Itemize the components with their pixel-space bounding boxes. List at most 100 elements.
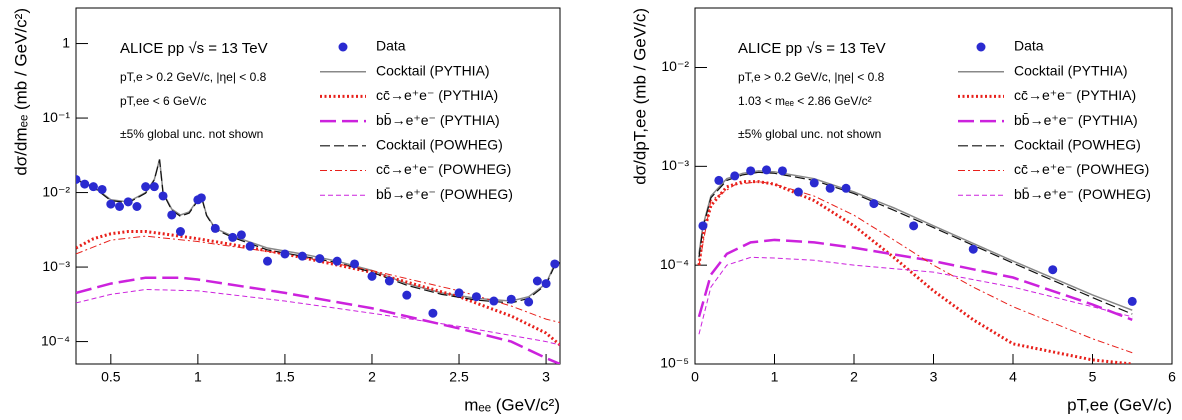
y-tick-label: 10⁻⁴ (660, 256, 689, 272)
legend-label: Cocktail (POWHEG) (376, 137, 503, 153)
data-point (297, 251, 307, 261)
annotation: pT,ee < 6 GeV/c (120, 94, 206, 108)
data-point (506, 294, 516, 304)
x-tick-label: 4 (1009, 369, 1017, 385)
x-tick-label: 3 (542, 369, 550, 385)
plot-area (76, 159, 560, 364)
curve (76, 159, 560, 302)
annotation: ±5% global unc. not shown (738, 127, 881, 141)
x-tick-label: 1 (194, 369, 202, 385)
y-tick-label: 10⁻³ (42, 258, 70, 274)
x-tick-label: 2 (850, 369, 858, 385)
legend-label: bb̄→e⁺e⁻ (PYTHIA) (376, 112, 500, 128)
x-tick-label: 3 (930, 369, 938, 385)
annotation: pT,e > 0.2 GeV/c, |ηe| < 0.8 (738, 70, 885, 84)
annotation: 1.03 < mₑₑ < 2.86 GeV/c² (738, 94, 872, 108)
curve (697, 180, 1133, 364)
data-point (236, 230, 246, 240)
curve (697, 238, 1133, 321)
data-point (1048, 265, 1058, 275)
data-point (524, 297, 534, 307)
data-point (746, 166, 756, 176)
legend-label: bb̄→e⁺e⁻ (POWHEG) (376, 186, 513, 202)
y-tick-label: 10⁻¹ (42, 109, 70, 125)
data-point (1127, 296, 1137, 306)
curve (76, 159, 560, 304)
data-point (909, 221, 919, 231)
data-point (97, 184, 107, 194)
curve (698, 171, 1133, 315)
data-point (762, 165, 772, 175)
data-point (489, 296, 499, 306)
data-point (332, 256, 342, 266)
data-point (315, 254, 325, 264)
legend-label: Cocktail (PYTHIA) (1014, 62, 1128, 78)
data-point (245, 241, 255, 251)
x-axis-title: mₑₑ (GeV/c²) (464, 395, 560, 414)
data-point (158, 191, 168, 201)
data-point (115, 201, 125, 211)
x-tick-label: 5 (1089, 369, 1097, 385)
y-tick-label: 10⁻⁵ (660, 355, 689, 371)
plot-area (697, 165, 1137, 364)
data-point (88, 182, 98, 192)
y-tick-label: 10⁻² (661, 58, 689, 74)
y-tick-label: 10⁻² (42, 183, 70, 199)
data-point (550, 259, 560, 269)
data-point (869, 199, 879, 209)
data-point (210, 223, 220, 233)
data-point (141, 182, 151, 192)
data-point (367, 271, 377, 281)
data-point (968, 244, 978, 254)
data-point (402, 290, 412, 300)
annotation: pT,e > 0.2 GeV/c, |ηe| < 0.8 (120, 70, 267, 84)
data-point (149, 182, 159, 192)
data-point (532, 276, 542, 286)
data-point (471, 292, 481, 302)
curve (698, 181, 1133, 354)
data-point (228, 232, 238, 242)
data-point (132, 201, 142, 211)
plot-frame (75, 7, 561, 365)
legend-label: Data (1014, 38, 1044, 54)
legend-marker (976, 42, 986, 52)
data-point (80, 179, 90, 189)
x-tick-label: 0 (691, 369, 699, 385)
legend-label: cc̄→e⁺e⁻ (POWHEG) (376, 161, 511, 177)
data-point (428, 308, 438, 318)
legend-label: bb̄→e⁺e⁻ (PYTHIA) (1014, 112, 1138, 128)
legend-label: cc̄→e⁺e⁻ (POWHEG) (1014, 161, 1149, 177)
curve (76, 235, 560, 324)
data-point (384, 276, 394, 286)
x-tick-label: 1 (771, 369, 779, 385)
y-axis-title: dσ/dmₑₑ (mb / GeV/c²) (11, 8, 30, 176)
data-point (825, 183, 835, 193)
data-point (777, 166, 787, 176)
data-point (263, 256, 273, 266)
legend-label: cc̄→e⁺e⁻ (PYTHIA) (376, 87, 498, 103)
curve (698, 170, 1133, 311)
x-tick-label: 0.5 (101, 369, 121, 385)
annotation: ALICE pp √s = 13 TeV (738, 40, 886, 57)
curve (76, 276, 560, 364)
data-point (841, 183, 851, 193)
data-point (106, 199, 116, 209)
data-point (175, 227, 185, 237)
x-tick-label: 6 (1168, 369, 1176, 385)
data-point (123, 197, 133, 207)
data-point (76, 174, 81, 184)
data-point (714, 175, 724, 185)
curve (698, 256, 1133, 335)
x-tick-label: 2 (368, 369, 376, 385)
data-point (167, 210, 177, 220)
curve (76, 230, 560, 347)
annotation: ±5% global unc. not shown (120, 127, 263, 141)
data-point (541, 279, 551, 289)
data-point (454, 288, 464, 298)
x-tick-label: 2.5 (449, 369, 469, 385)
data-point (809, 178, 819, 188)
x-axis-title: pT,ee (GeV/c) (1067, 395, 1172, 414)
data-point (280, 249, 290, 259)
y-tick-label: 1 (62, 34, 70, 50)
